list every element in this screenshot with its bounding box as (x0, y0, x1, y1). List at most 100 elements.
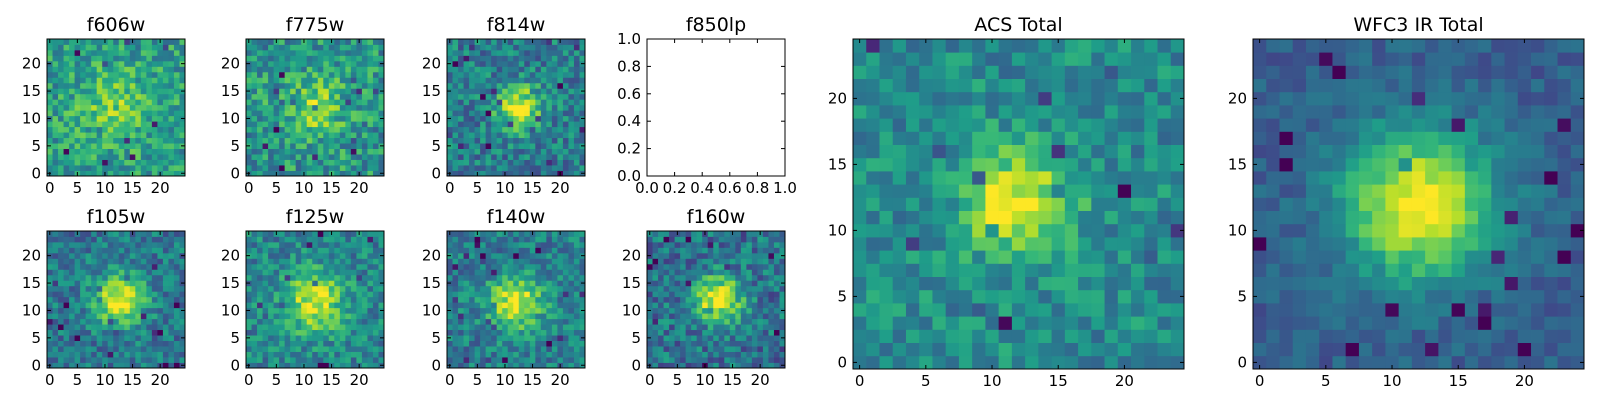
heatmap-cell (378, 99, 385, 106)
heatmap-cell (557, 66, 564, 73)
heatmap-cell (1305, 91, 1320, 106)
heatmap-cell (518, 115, 525, 122)
heatmap-cell (447, 121, 453, 128)
heatmap-cell (1078, 237, 1092, 251)
heatmap-cell (1279, 118, 1294, 132)
heatmap-cell (339, 285, 346, 292)
heatmap-cell (80, 71, 87, 78)
heatmap-cell (168, 77, 175, 84)
heatmap-cell (350, 93, 357, 100)
heatmap-cell (85, 93, 92, 100)
heatmap-cell (268, 280, 274, 287)
heatmap-cell (107, 335, 114, 341)
heatmap-cell (339, 351, 346, 358)
heatmap-cell (306, 60, 313, 67)
heatmap-cell (562, 71, 569, 78)
heatmap-cell (284, 302, 291, 309)
heatmap-cell (513, 335, 520, 341)
heatmap-cell (118, 93, 125, 100)
heatmap-cell (339, 335, 346, 341)
heatmap-cell (102, 241, 109, 248)
heatmap-cell (1345, 197, 1360, 211)
heatmap-cell (972, 250, 986, 264)
heatmap-cell (452, 285, 459, 292)
heatmap-cell (485, 77, 492, 84)
heatmap-cell (135, 231, 142, 237)
heatmap-cell (932, 52, 947, 66)
heatmap-cell (557, 159, 564, 166)
heatmap-cell (367, 115, 374, 122)
heatmap-cell (485, 335, 492, 341)
heatmap-cell (129, 99, 136, 106)
heatmap-cell (557, 165, 564, 171)
heatmap-cell (579, 357, 586, 363)
heatmap-cell (919, 118, 933, 132)
heatmap-cell (496, 88, 503, 95)
heatmap-cell (1266, 144, 1280, 159)
heatmap-cell (1144, 342, 1158, 357)
heatmap-cell (458, 60, 464, 67)
heatmap-cell (513, 357, 520, 363)
heatmap-cell (334, 60, 341, 67)
heatmap-cell (1117, 276, 1132, 291)
heatmap-cell (1038, 157, 1052, 172)
heatmap-cell (339, 159, 346, 166)
heatmap-cell (502, 121, 509, 128)
heatmap-cell (485, 137, 492, 144)
heatmap-cell (151, 346, 158, 352)
heatmap-cell (334, 154, 341, 160)
heatmap-cell (932, 65, 947, 79)
heatmap-cell (452, 302, 459, 309)
heatmap-cell (257, 49, 263, 56)
heatmap-cell (529, 55, 536, 62)
heatmap-cell (246, 258, 252, 265)
x-tick-label: 10 (1382, 372, 1401, 390)
heatmap-cell (168, 71, 175, 78)
heatmap-cell (529, 165, 536, 171)
heatmap-cell (932, 329, 947, 343)
heatmap-cell (339, 126, 346, 133)
heatmap-cell (135, 143, 142, 149)
heatmap-cell (301, 121, 308, 128)
heatmap-cell (47, 44, 53, 51)
heatmap-cell (1011, 237, 1026, 251)
heatmap-cell (301, 165, 308, 171)
heatmap-cell (579, 44, 586, 51)
heatmap-cell (350, 82, 357, 89)
heatmap-cell (246, 324, 252, 331)
heatmap-cell (350, 258, 357, 265)
heatmap-cell (124, 60, 131, 67)
heatmap-cell (518, 307, 525, 314)
heatmap-cell (328, 346, 335, 352)
heatmap-cell (496, 93, 503, 100)
heatmap-cell (1557, 223, 1572, 238)
heatmap-cell (334, 55, 341, 62)
heatmap-cell (1051, 355, 1066, 370)
heatmap-cell (1117, 39, 1132, 53)
heatmap-cell (507, 335, 514, 341)
heatmap-cell (113, 269, 120, 276)
heatmap-cell (262, 143, 269, 149)
heatmap-cell (312, 274, 319, 281)
heatmap-cell (1078, 184, 1092, 198)
heatmap-cell (146, 335, 153, 341)
heatmap-cell (518, 346, 525, 352)
heatmap-cell (1372, 237, 1386, 251)
heatmap-cell (502, 115, 509, 122)
heatmap-cell (372, 115, 379, 122)
heatmap-cell (447, 313, 453, 320)
heatmap-cell (507, 148, 514, 155)
heatmap-cell (480, 148, 487, 155)
heatmap-cell (140, 280, 147, 287)
heatmap-cell (168, 346, 175, 352)
heatmap-cell (323, 231, 330, 237)
heatmap-cell (301, 143, 308, 149)
heatmap-cell (518, 55, 525, 62)
x-tick-label: 10 (294, 179, 313, 197)
heatmap-cell (568, 165, 575, 171)
heatmap-cell (507, 82, 514, 89)
heatmap-cell (80, 60, 87, 67)
heatmap-cell (1078, 210, 1092, 225)
heatmap-cell (129, 236, 136, 243)
heatmap-cell (257, 55, 263, 62)
